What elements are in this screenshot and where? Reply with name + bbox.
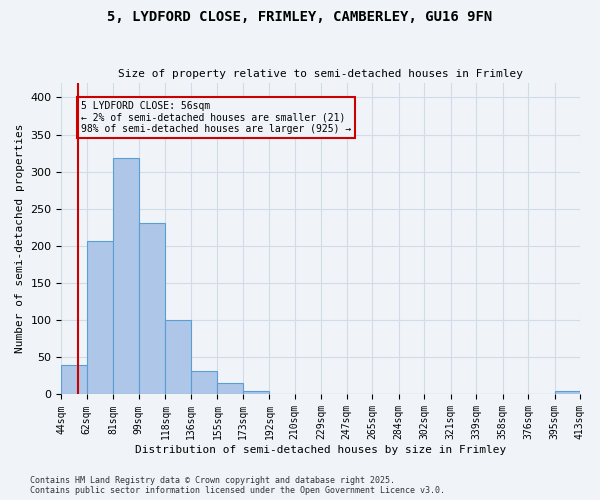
X-axis label: Distribution of semi-detached houses by size in Frimley: Distribution of semi-detached houses by … (135, 445, 506, 455)
Text: 5 LYDFORD CLOSE: 56sqm
← 2% of semi-detached houses are smaller (21)
98% of semi: 5 LYDFORD CLOSE: 56sqm ← 2% of semi-deta… (81, 101, 352, 134)
Y-axis label: Number of semi-detached properties: Number of semi-detached properties (15, 124, 25, 354)
Bar (166, 320, 191, 394)
Bar (217, 384, 243, 394)
Bar (61, 365, 87, 394)
Bar (555, 391, 580, 394)
Title: Size of property relative to semi-detached houses in Frimley: Size of property relative to semi-detach… (118, 69, 523, 79)
Bar (139, 223, 166, 394)
Bar (243, 391, 269, 394)
Text: Contains HM Land Registry data © Crown copyright and database right 2025.
Contai: Contains HM Land Registry data © Crown c… (30, 476, 445, 495)
Bar (113, 158, 139, 394)
Bar (191, 370, 217, 394)
Bar (87, 240, 113, 394)
Text: 5, LYDFORD CLOSE, FRIMLEY, CAMBERLEY, GU16 9FN: 5, LYDFORD CLOSE, FRIMLEY, CAMBERLEY, GU… (107, 10, 493, 24)
